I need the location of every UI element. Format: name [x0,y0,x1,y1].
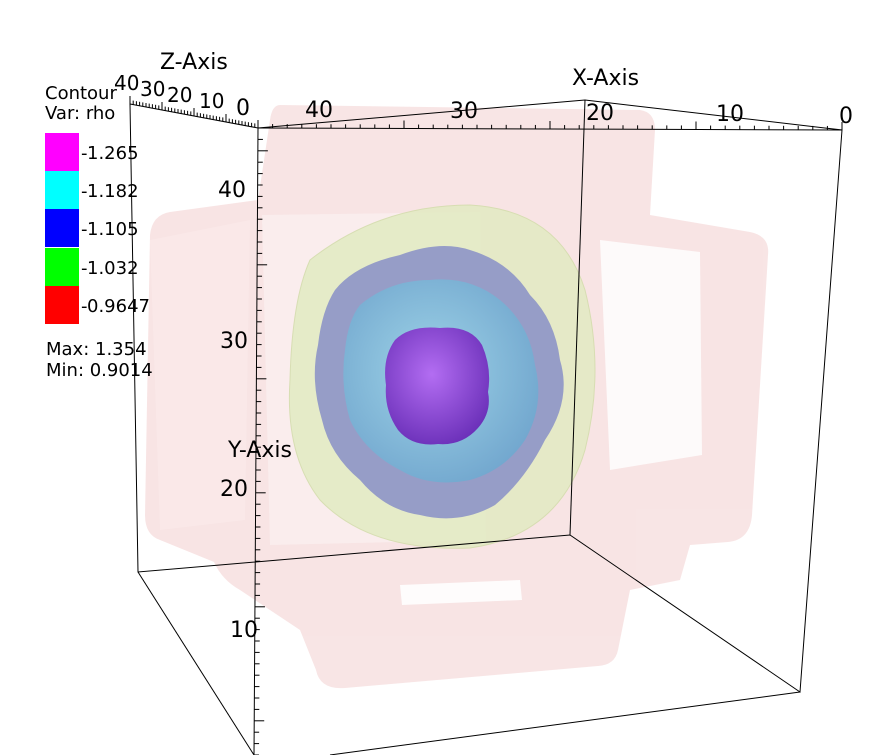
z-tick-label: 20 [167,83,193,107]
y-tick-label: 10 [230,618,258,643]
z-tick-label: 0 [236,96,250,121]
legend-value: 0.9647 [81,298,150,316]
axis-tick-marks [129,96,843,755]
legend-entry-1105: 1.105 [45,209,175,247]
z-tick-label: 10 [199,89,225,113]
legend-entry-1265: 1.265 [45,133,175,171]
legend-entry-1032: 1.032 [45,248,175,286]
legend-swatch [45,171,79,209]
legend-value: 1.182 [81,183,139,201]
x-tick-label: 0 [839,104,853,129]
legend-max: Max: 1.354 [46,339,147,360]
legend-value: 1.265 [81,145,139,163]
legend-swatch [45,248,79,286]
x-tick-label: 20 [586,101,614,126]
legend-entry-1182: 1.182 [45,171,175,209]
y-tick-label: 30 [220,329,248,354]
x-tick-label: 10 [716,102,744,127]
legend-swatch [45,209,79,247]
z-axis-title: Z-Axis [160,50,228,75]
x-axis-title: X-Axis [572,66,640,91]
legend-title: Contour [45,83,117,104]
x-tick-label: 40 [305,98,333,123]
legend-entry-09647: 0.9647 [45,286,175,324]
y-tick-label: 40 [218,178,246,203]
z-tick-label: 30 [140,77,166,101]
y-axis-title: Y-Axis [228,438,292,463]
legend-variable: Var: rho [45,103,116,124]
legend-swatch [45,286,79,324]
legend-value: 1.105 [81,221,139,239]
magenta-contour-core [385,327,490,445]
z-tick-label: 40 [114,71,140,95]
legend-min: Min: 0.9014 [46,360,153,381]
x-tick-label: 30 [450,99,478,124]
y-tick-label: 20 [220,477,248,502]
legend-swatch [45,133,79,171]
legend-value: 1.032 [81,260,139,278]
